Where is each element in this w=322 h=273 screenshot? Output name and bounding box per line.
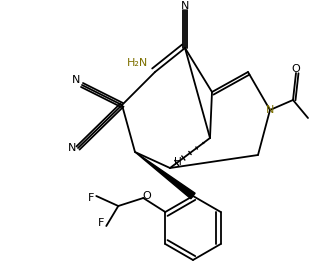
Text: H: H [174,157,182,167]
Text: O: O [142,191,151,201]
Polygon shape [135,152,195,199]
Text: O: O [292,64,300,74]
Text: N: N [181,1,189,11]
Text: N: N [72,75,80,85]
Text: F: F [98,218,104,228]
Text: F: F [88,193,94,203]
Text: N: N [266,105,274,115]
Text: H₂N: H₂N [128,58,149,68]
Text: N: N [68,143,76,153]
